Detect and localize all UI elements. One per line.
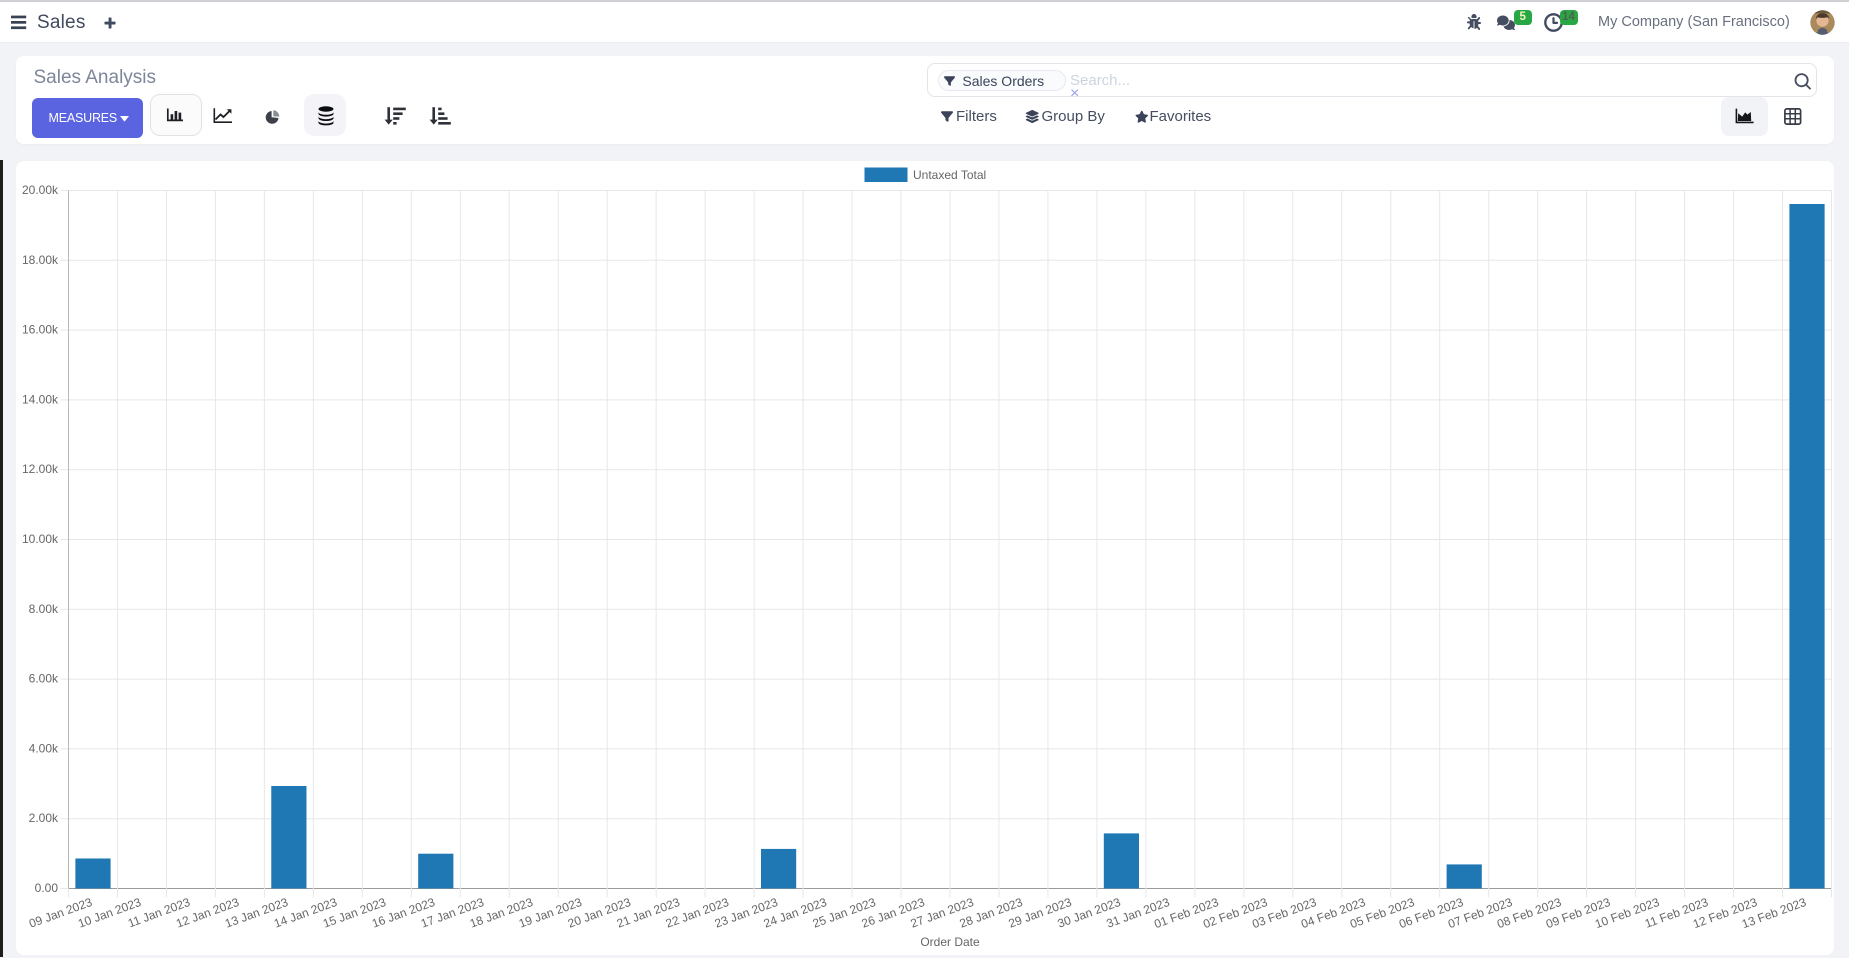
svg-text:6.00k: 6.00k: [28, 672, 58, 686]
svg-text:2.00k: 2.00k: [28, 811, 58, 825]
svg-text:12.00k: 12.00k: [21, 462, 58, 476]
svg-text:20.00k: 20.00k: [21, 183, 58, 197]
svg-text:10.00k: 10.00k: [21, 532, 58, 546]
svg-text:8.00k: 8.00k: [28, 602, 58, 616]
svg-text:16.00k: 16.00k: [21, 323, 58, 337]
svg-text:0.00: 0.00: [34, 881, 58, 895]
svg-text:Order Date: Order Date: [920, 935, 980, 949]
svg-text:18.00k: 18.00k: [21, 253, 58, 267]
svg-text:4.00k: 4.00k: [28, 741, 58, 755]
svg-text:Untaxed Total: Untaxed Total: [913, 168, 986, 182]
svg-text:14.00k: 14.00k: [21, 392, 58, 406]
